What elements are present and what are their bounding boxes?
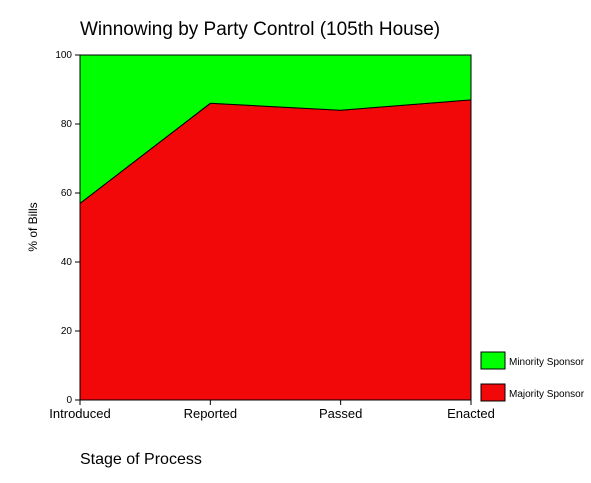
chart-title: Winnowing by Party Control (105th House) xyxy=(80,19,440,40)
axes xyxy=(79,55,472,401)
legend-label-minority-sponsor: Minority Sponsor xyxy=(509,357,585,368)
y-tick-label: 100 xyxy=(55,50,72,61)
y-tick-label: 20 xyxy=(61,326,73,337)
legend-swatch-majority-sponsor xyxy=(480,383,506,402)
y-tick-labels: 0 20 40 60 80 100 xyxy=(55,50,80,406)
plot-area xyxy=(79,54,472,401)
x-tick-label: Introduced xyxy=(49,406,110,421)
legend: Minority Sponsor Majority Sponsor xyxy=(480,351,585,402)
y-tick-label: 0 xyxy=(66,395,72,406)
x-tick-label: Reported xyxy=(184,406,237,421)
legend-label-majority-sponsor: Majority Sponsor xyxy=(509,389,585,400)
x-axis-label: Stage of Process xyxy=(80,451,202,468)
y-tick-label: 40 xyxy=(61,257,73,268)
y-tick-label: 80 xyxy=(61,119,73,130)
x-tick-label: Passed xyxy=(319,406,362,421)
x-tick-labels: Introduced Reported Passed Enacted xyxy=(49,400,495,421)
y-tick-label: 60 xyxy=(61,188,73,199)
legend-swatch-minority-sponsor xyxy=(480,351,506,370)
y-axis-label: % of Bills xyxy=(26,202,40,251)
x-tick-label: Enacted xyxy=(447,406,495,421)
